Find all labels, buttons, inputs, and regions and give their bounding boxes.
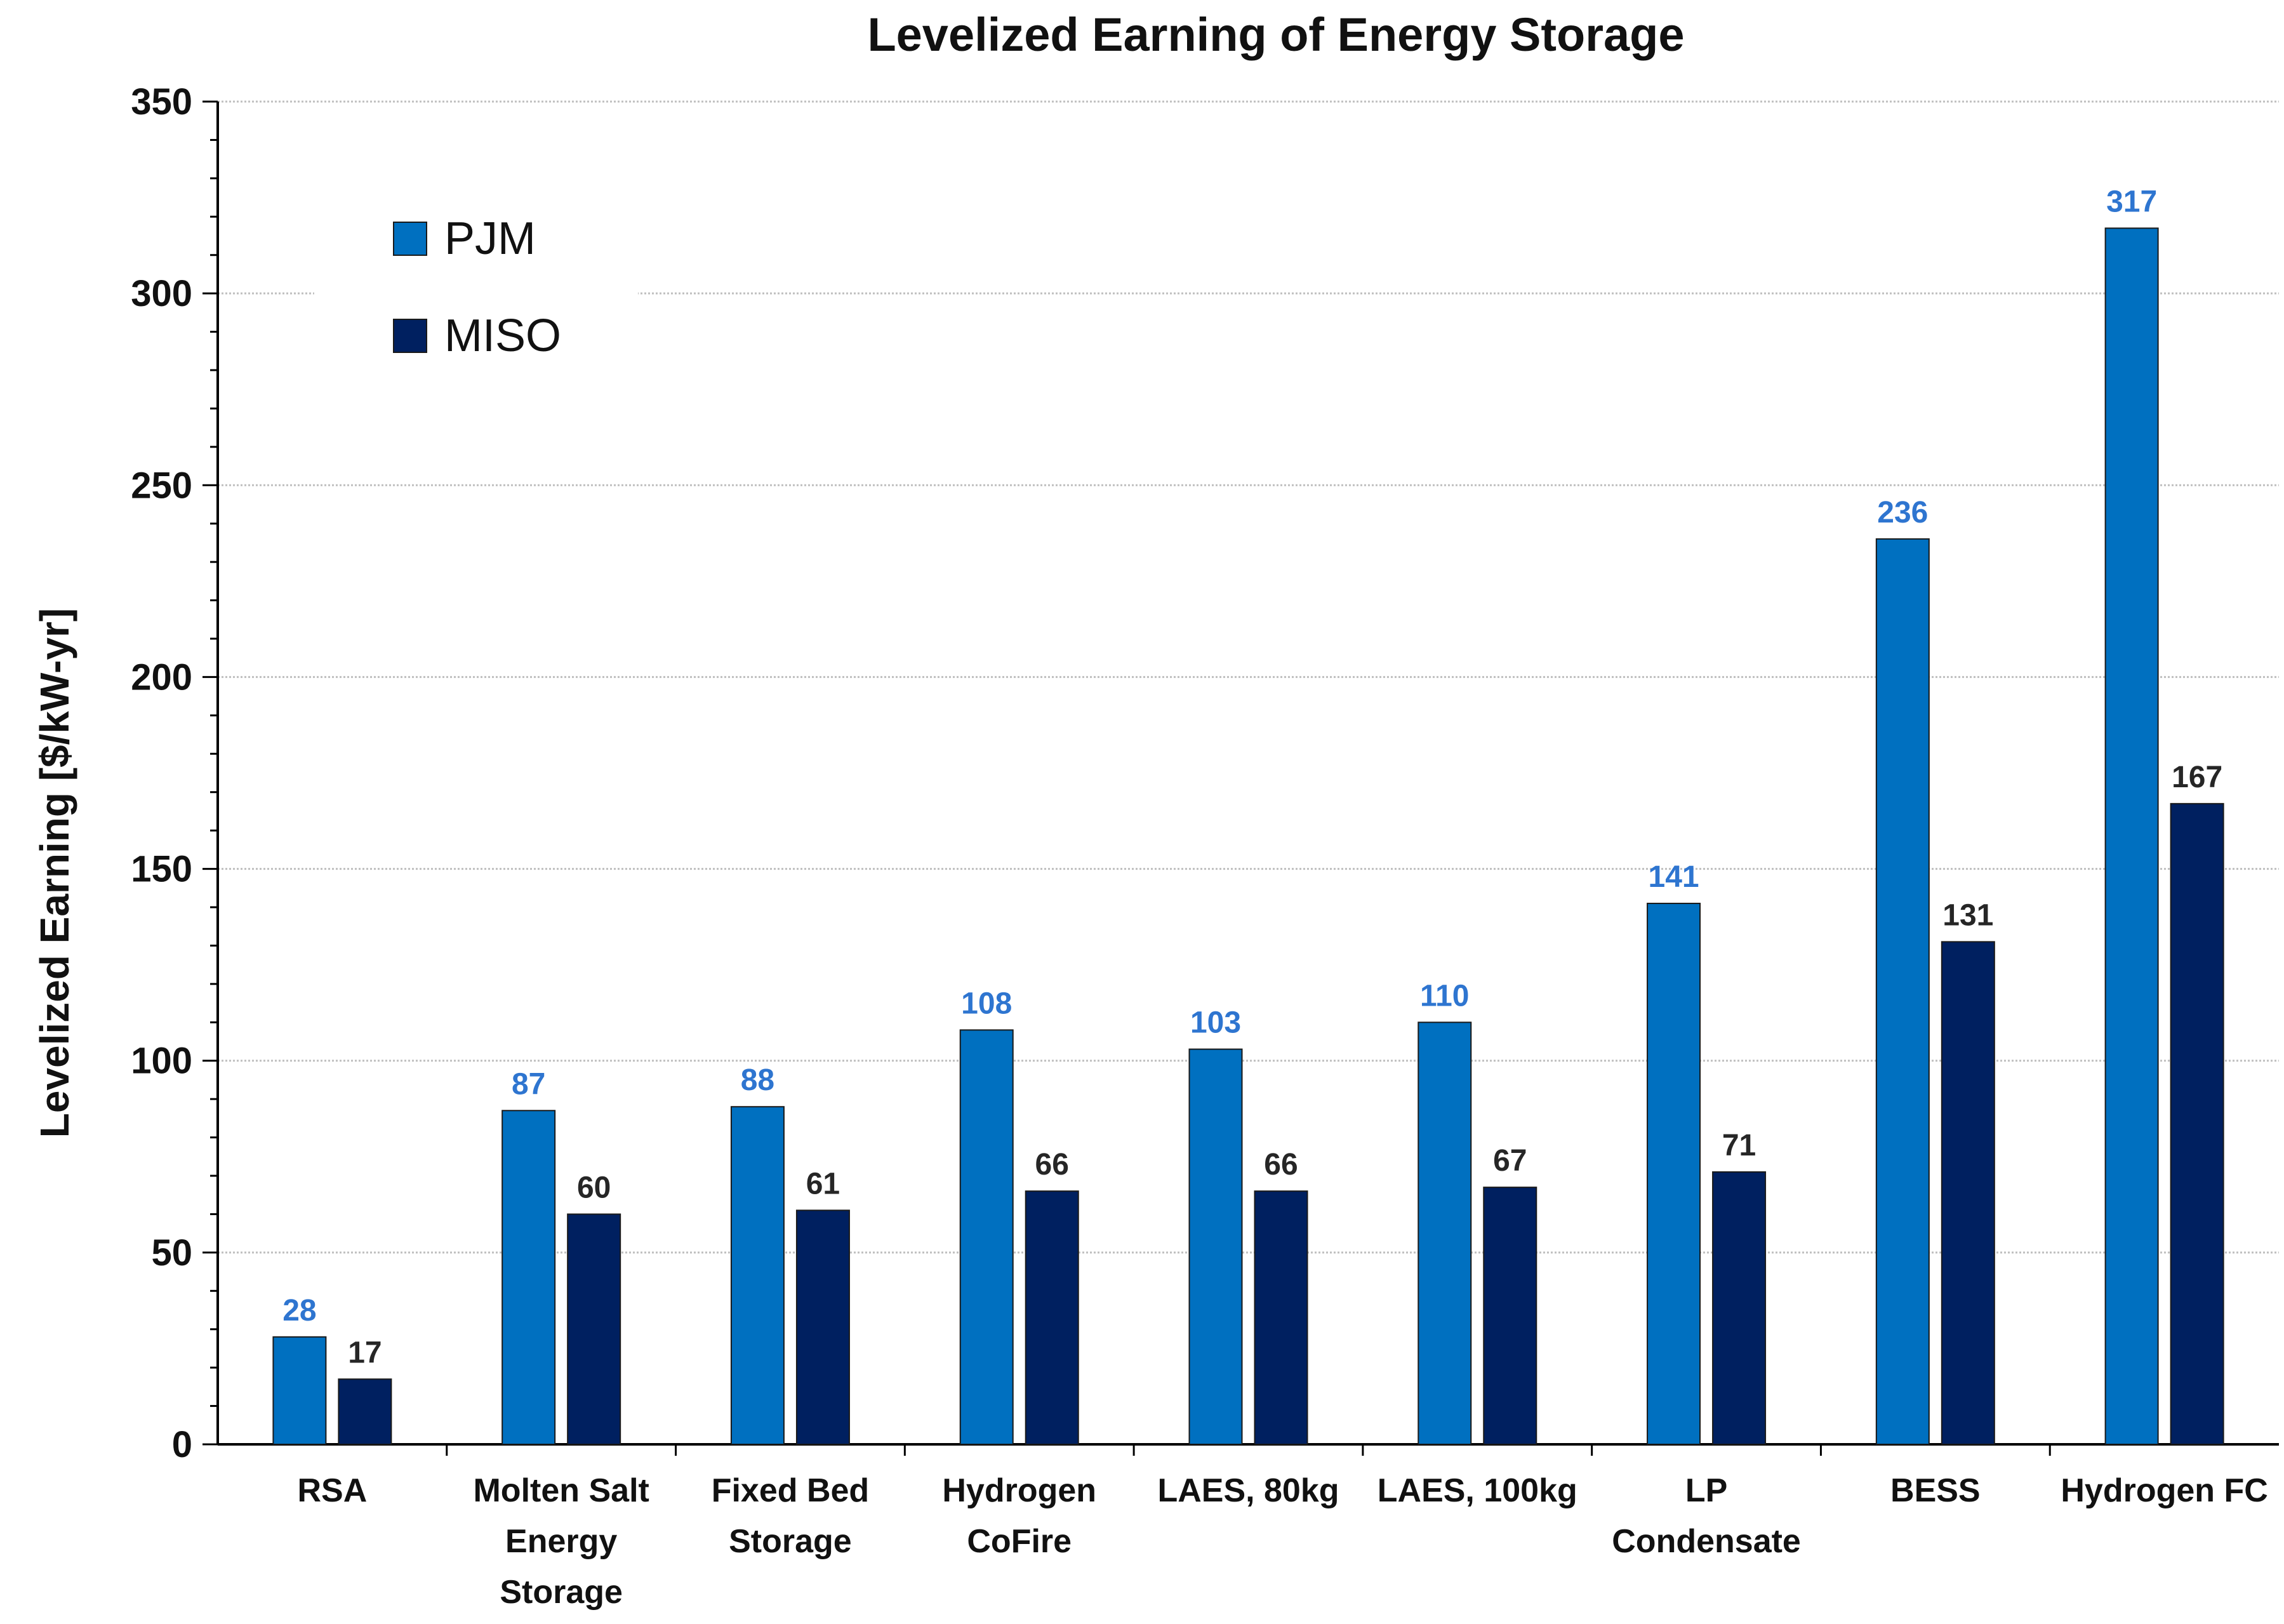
- legend-swatch-pjm: [393, 222, 427, 256]
- y-tick-label: 0: [172, 1424, 192, 1465]
- data-label-miso: 61: [806, 1167, 840, 1201]
- x-tick-label: RSA: [297, 1472, 367, 1509]
- data-label-pjm: 236: [1877, 496, 1928, 529]
- bar-pjm: [1418, 1022, 1472, 1446]
- bar-pjm: [1647, 902, 1701, 1445]
- data-label-pjm: 87: [512, 1067, 545, 1101]
- bar-miso: [567, 1213, 621, 1446]
- data-label-miso: 66: [1035, 1148, 1069, 1181]
- y-tick-label: 350: [131, 81, 192, 123]
- legend: PJM MISO: [314, 194, 638, 371]
- bar-miso: [1025, 1190, 1079, 1445]
- x-tick-label: LAES, 80kg: [1157, 1472, 1339, 1509]
- bar-pjm: [501, 1110, 556, 1446]
- bar-pjm: [272, 1336, 327, 1446]
- x-tick-label: LAES, 100kg: [1378, 1472, 1577, 1509]
- data-label-pjm: 88: [741, 1063, 774, 1097]
- data-label-pjm: 110: [1420, 979, 1469, 1013]
- bar-miso: [795, 1209, 850, 1446]
- data-label-miso: 71: [1722, 1129, 1756, 1162]
- x-tick-label: BESS: [1890, 1472, 1981, 1509]
- bar-pjm: [1188, 1048, 1243, 1445]
- y-tick-label: 250: [131, 465, 192, 506]
- legend-swatch-miso: [393, 319, 427, 353]
- legend-label-miso: MISO: [444, 310, 561, 361]
- y-tick-label: 200: [131, 656, 192, 698]
- x-tick-label: Hydrogen FC: [2061, 1472, 2267, 1509]
- y-tick-label: 300: [131, 273, 192, 314]
- data-label-miso: 131: [1942, 898, 1993, 932]
- bar-pjm: [730, 1106, 785, 1445]
- bar-miso: [1712, 1171, 1767, 1445]
- x-tick-label: LP Condensate: [1612, 1472, 1801, 1560]
- bar-miso: [1254, 1190, 1308, 1445]
- y-axis-label: Levelized Earning [$/kW-yr]: [32, 608, 77, 1138]
- x-axis-ticks: RSA Molten Salt Energy Storage Fixed Bed Stor…: [297, 1444, 2268, 1611]
- data-label-miso: 66: [1264, 1148, 1298, 1181]
- data-label-pjm: 103: [1190, 1006, 1241, 1040]
- x-tick-label: Hydrogen CoFire: [942, 1472, 1096, 1560]
- bar-miso: [338, 1378, 392, 1446]
- bar-pjm: [959, 1029, 1014, 1446]
- x-tick-label: Fixed Bed Storage: [712, 1472, 870, 1560]
- y-tick-label: 100: [131, 1041, 192, 1082]
- bar-pjm: [1875, 538, 1930, 1445]
- legend-background: [314, 194, 638, 371]
- bar-miso: [2170, 802, 2224, 1446]
- data-label-pjm: 108: [961, 987, 1012, 1020]
- data-label-pjm: 141: [1649, 860, 1699, 894]
- chart-title: Levelized Earning of Energy Storage: [867, 8, 1684, 61]
- y-tick-label: 150: [131, 849, 192, 890]
- bars: 28 17 87 60 88 61 108 66 103 66 110 67 141 71 236 131 31…: [272, 185, 2224, 1446]
- data-label-pjm: 28: [282, 1294, 316, 1328]
- data-label-miso: 60: [577, 1171, 611, 1204]
- bar-miso: [1941, 941, 1995, 1445]
- data-label-miso: 67: [1493, 1144, 1527, 1178]
- data-label-pjm: 317: [2106, 185, 2157, 218]
- y-tick-label: 50: [151, 1232, 192, 1274]
- data-label-miso: 17: [348, 1336, 382, 1369]
- data-label-miso: 167: [2172, 761, 2222, 794]
- bar-miso: [1483, 1187, 1537, 1445]
- legend-label-pjm: PJM: [444, 213, 536, 264]
- y-axis-ticks: 0 50 100 150 200 250 300 350: [131, 81, 218, 1465]
- bar-pjm: [2104, 227, 2159, 1445]
- axes: [216, 102, 2279, 1446]
- x-tick-label: Molten Salt Energy Storage: [473, 1472, 649, 1611]
